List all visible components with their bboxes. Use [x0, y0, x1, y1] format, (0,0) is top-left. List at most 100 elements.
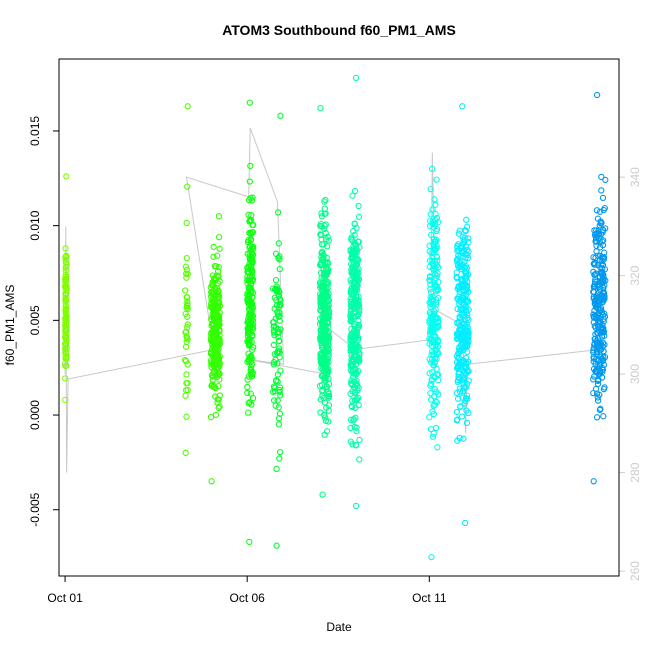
data-point [428, 359, 435, 366]
data-point [427, 325, 434, 332]
data-point [427, 380, 435, 387]
y-tick-label: 0.010 [28, 210, 42, 240]
data-point [320, 331, 327, 338]
data-point [347, 416, 354, 423]
data-point [276, 265, 283, 273]
data-point [355, 202, 362, 210]
data-point [350, 280, 358, 288]
data-point [325, 390, 332, 398]
data-point [320, 394, 327, 402]
data-point [355, 356, 363, 363]
data-point [463, 407, 470, 414]
data-point [354, 312, 361, 319]
data-point [352, 441, 359, 449]
data-point [209, 272, 216, 279]
data-point [323, 383, 330, 390]
data-point [597, 252, 604, 260]
data-point [597, 220, 604, 227]
data-point [432, 211, 439, 218]
data-point [349, 346, 356, 353]
data-point [317, 220, 325, 228]
data-point [453, 365, 461, 372]
x-tick-label: Oct 06 [230, 591, 266, 605]
data-point [601, 384, 608, 391]
data-point [244, 383, 251, 391]
data-point [347, 366, 354, 374]
data-point [246, 321, 253, 328]
data-point [183, 380, 190, 387]
data-point [458, 413, 466, 420]
y2-tick-label: 300 [628, 364, 642, 384]
data-point [216, 403, 223, 410]
data-point [317, 284, 324, 291]
data-point [244, 296, 251, 303]
data-point [355, 401, 362, 409]
data-point [325, 375, 332, 383]
data-point [320, 312, 328, 320]
data-point [318, 210, 325, 217]
y2-tick-label: 320 [628, 265, 642, 285]
data-point [324, 334, 331, 341]
data-point [463, 392, 471, 399]
point-cluster [453, 103, 472, 527]
data-point [274, 360, 281, 367]
data-point [246, 218, 254, 225]
data-point [210, 305, 217, 312]
data-point [463, 383, 470, 391]
data-point [458, 339, 466, 346]
data-point [432, 424, 440, 432]
data-point [465, 235, 472, 242]
data-point [244, 333, 252, 340]
data-point [433, 227, 440, 235]
data-point [207, 414, 215, 421]
data-point [208, 478, 215, 485]
data-point [464, 311, 471, 318]
data-point [460, 300, 467, 308]
data-point [276, 410, 284, 417]
secondary-series-layer [64, 127, 600, 473]
data-point [349, 192, 356, 199]
data-point [594, 305, 602, 312]
data-point [63, 350, 70, 358]
y-tick-label: -0.005 [28, 492, 42, 526]
data-point [351, 340, 359, 347]
data-point [321, 198, 328, 205]
data-point [211, 352, 218, 360]
data-points-layer [61, 74, 609, 561]
y2-tick-label: 280 [628, 462, 642, 482]
data-point [348, 236, 355, 243]
data-point [593, 242, 600, 249]
data-point [600, 361, 608, 369]
data-point [356, 436, 363, 444]
data-point [349, 291, 356, 299]
data-point [271, 332, 278, 339]
data-point [349, 441, 356, 448]
data-point [430, 241, 438, 248]
data-point [595, 231, 602, 238]
data-point [184, 298, 191, 305]
data-point [213, 329, 220, 336]
data-point [274, 378, 281, 385]
data-point [427, 425, 435, 433]
data-point [459, 103, 466, 110]
data-point [270, 341, 278, 349]
data-point [354, 282, 361, 289]
point-cluster [590, 91, 609, 485]
data-point [429, 218, 436, 225]
data-point [594, 312, 602, 319]
data-point [591, 323, 598, 330]
data-point [430, 266, 437, 273]
data-point [245, 315, 252, 323]
data-point [62, 297, 69, 304]
data-point [598, 329, 605, 336]
data-point [455, 355, 462, 362]
data-point [427, 277, 434, 284]
data-point [434, 351, 441, 358]
data-point [62, 321, 69, 328]
data-point [323, 312, 330, 319]
data-point [597, 346, 605, 353]
data-point [351, 353, 358, 360]
data-point [325, 418, 332, 425]
data-point [456, 388, 464, 395]
data-point [211, 367, 218, 375]
